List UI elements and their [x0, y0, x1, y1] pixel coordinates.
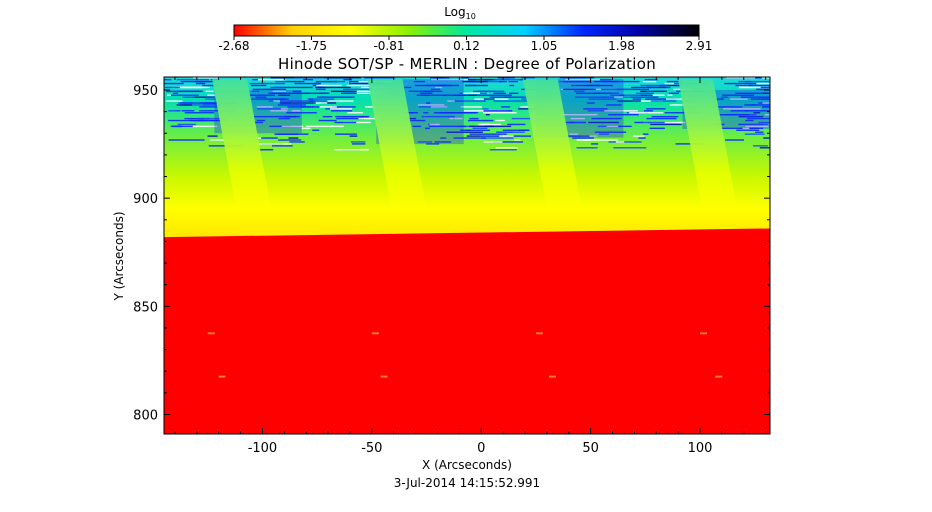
- x-tick-label: 0: [477, 441, 485, 456]
- y-tick-label: 900: [133, 192, 158, 207]
- y-axis: 800 850 900 950: [133, 84, 770, 424]
- x-tick-label: -50: [361, 441, 382, 456]
- disk-region: [164, 228, 770, 434]
- plot-area: [164, 77, 770, 434]
- colorbar-tick-label: -2.68: [218, 39, 249, 53]
- colorbar-tick-label: 0.12: [453, 39, 480, 53]
- off-limb-region: [164, 77, 770, 237]
- y-tick-label: 850: [133, 300, 158, 315]
- colorbar-tick-label: 1.05: [531, 39, 558, 53]
- y-tick-label: 800: [133, 409, 158, 424]
- colorbar-ticks: -2.68 -1.75 -0.81 0.12 1.05 1.98 2.91: [218, 36, 712, 53]
- colorbar-tick-label: -1.75: [296, 39, 327, 53]
- colorbar-tick-label: 2.91: [686, 39, 713, 53]
- colorbar-gradient: [233, 24, 700, 37]
- y-axis-label: Y (Arcseconds): [112, 211, 126, 301]
- plot-frame: [163, 76, 771, 435]
- colorbar-tick-label: 1.98: [608, 39, 635, 53]
- timestamp: 3-Jul-2014 14:15:52.991: [394, 476, 540, 490]
- colorbar: Log10 -2.68 -1.75 -0.81 0.12 1.05 1.98 2.91: [218, 5, 712, 53]
- colorbar-title: Log10: [444, 5, 476, 21]
- stripe-bands: [212, 79, 738, 209]
- x-tick-label: 50: [582, 441, 599, 456]
- chart-title: Hinode SOT/SP - MERLIN : Degree of Polar…: [278, 55, 656, 73]
- disk-specks: [207, 332, 723, 378]
- x-tick-label: -100: [248, 441, 278, 456]
- x-axis-label: X (Arcseconds): [422, 458, 512, 472]
- x-axis: -100 -50 0 50 100: [174, 77, 767, 456]
- y-tick-label: 950: [133, 84, 158, 99]
- colorbar-tick-label: -0.81: [373, 39, 404, 53]
- x-tick-label: 100: [688, 441, 713, 456]
